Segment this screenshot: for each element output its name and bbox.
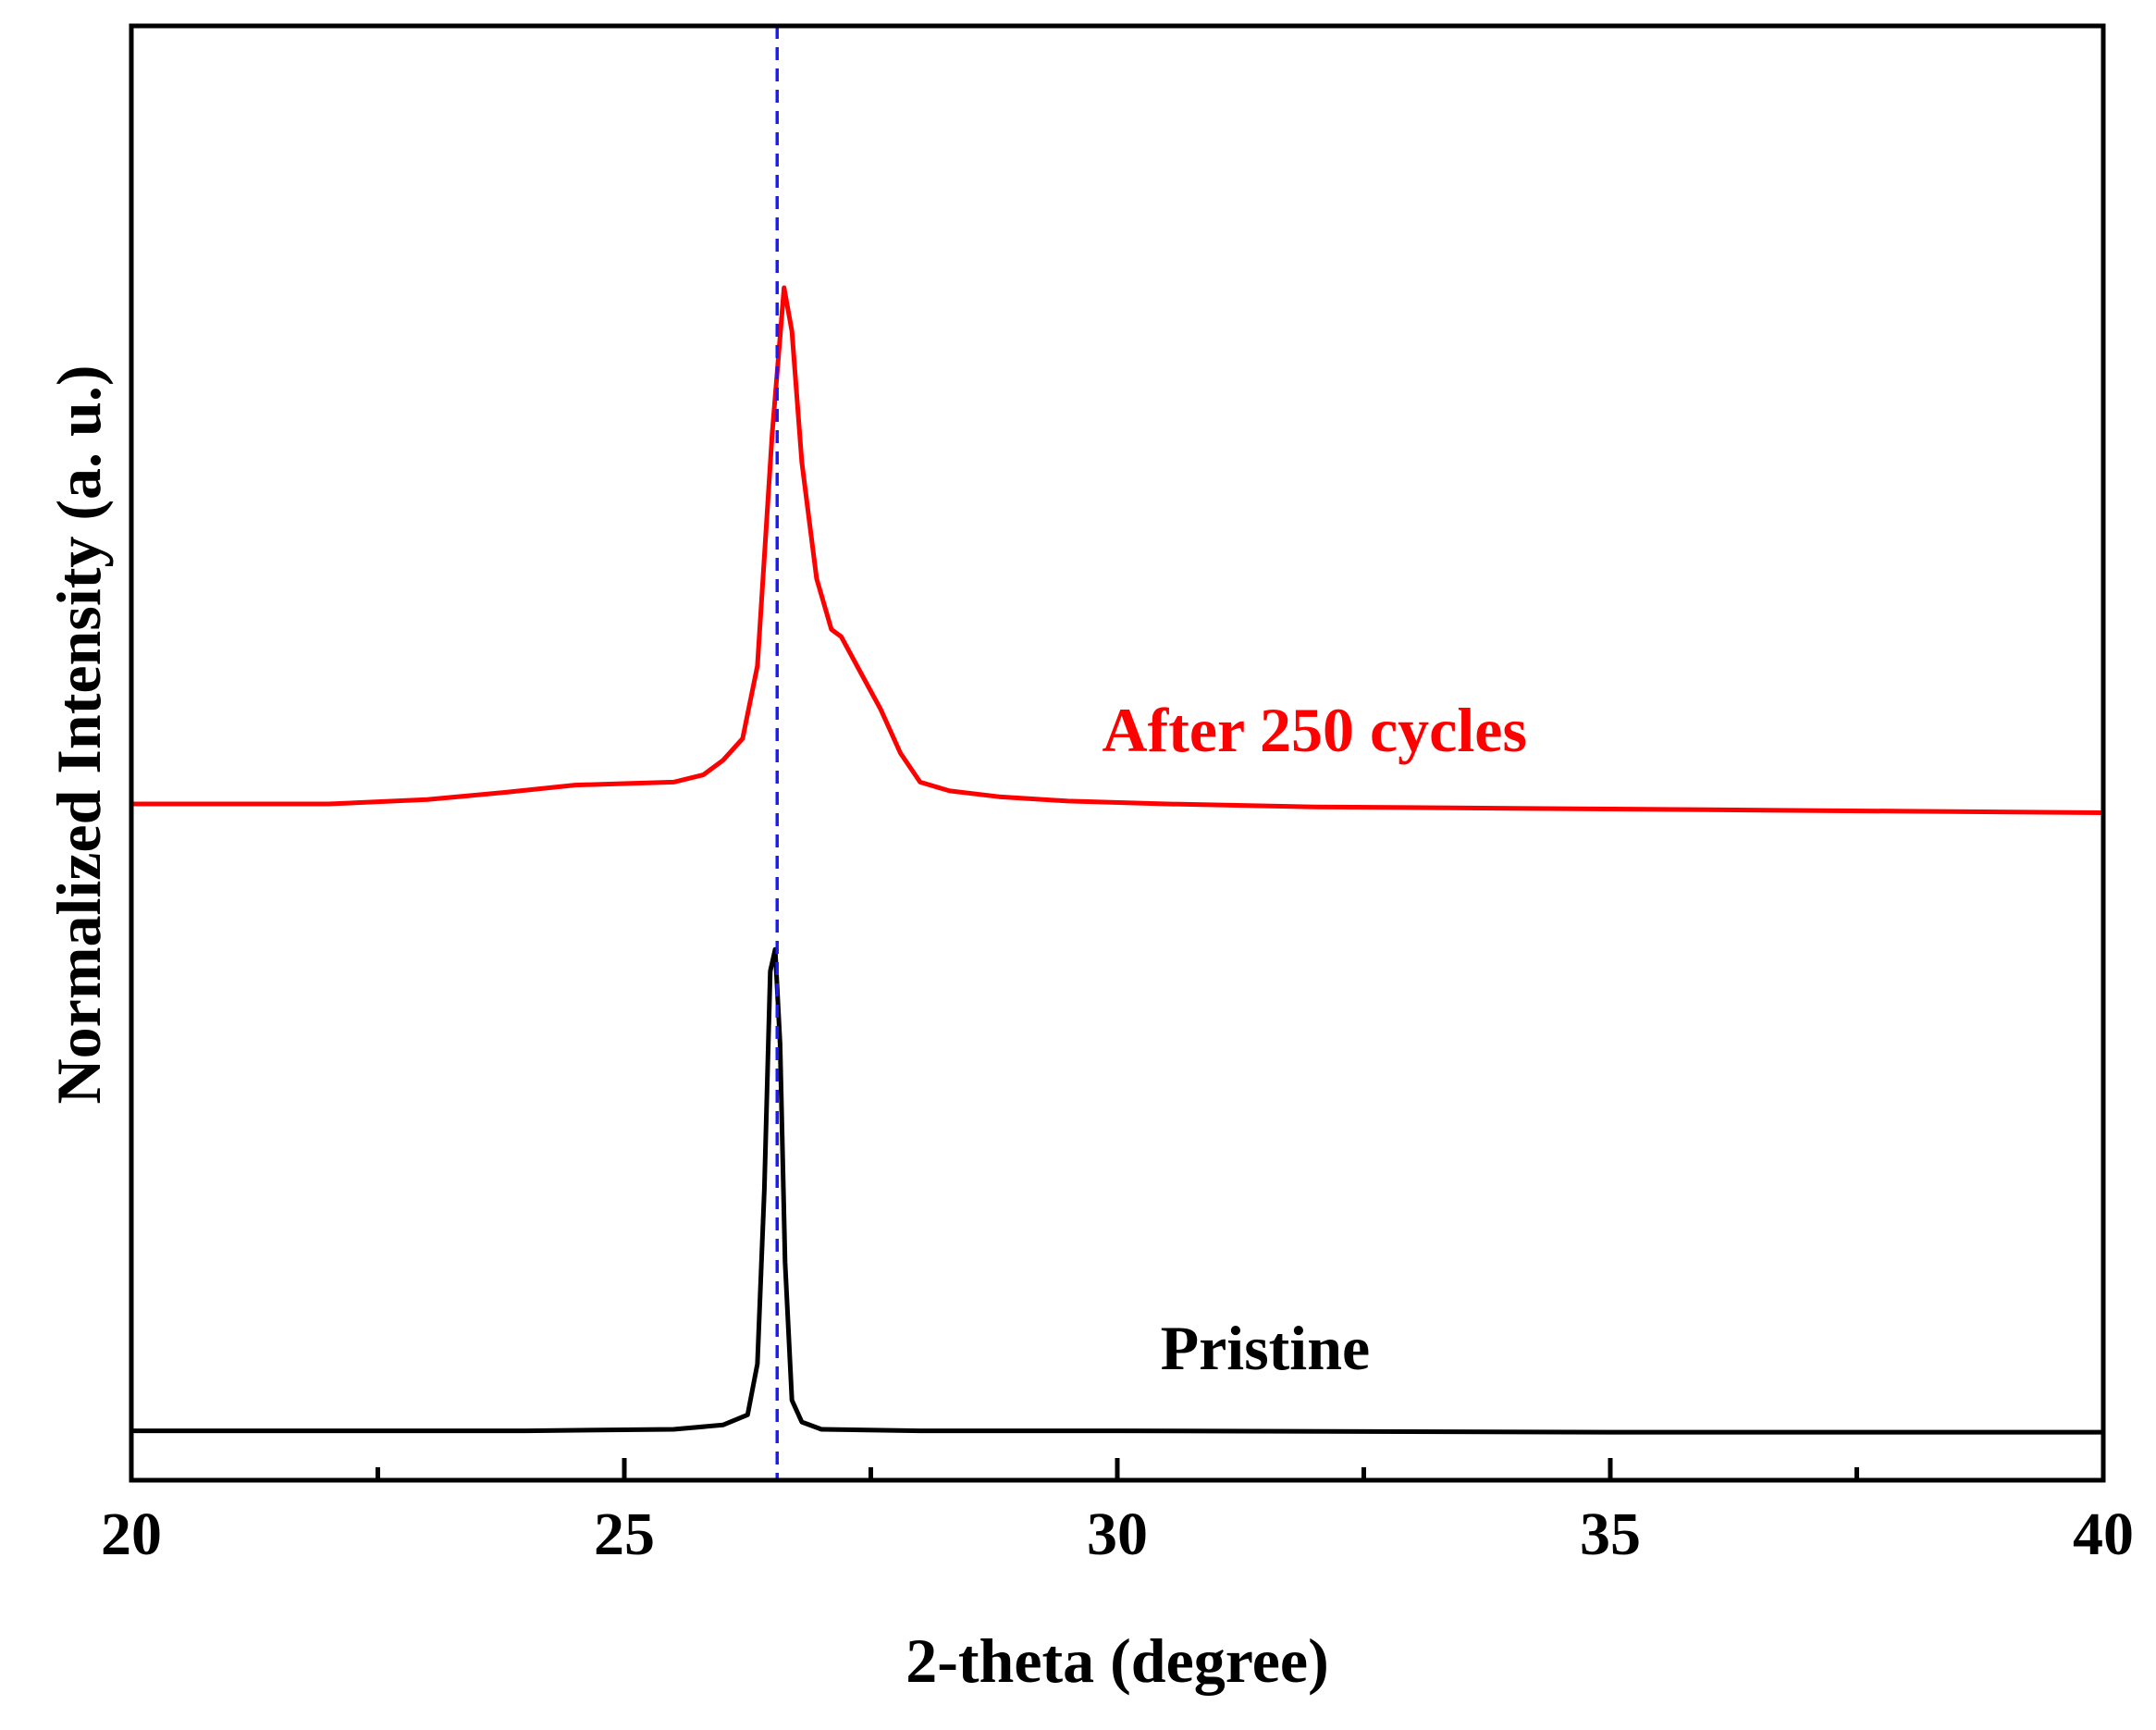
ticks-layer: [129, 1458, 2106, 1480]
series-line-pristine: [129, 946, 2106, 1435]
x-tick-label: 25: [594, 1501, 655, 1568]
x-axis-title: 2-theta (degree): [906, 1625, 1329, 1696]
plot-area: [129, 26, 2106, 1480]
x-tick-label: 30: [1087, 1501, 1148, 1568]
x-tick-label: 35: [1580, 1501, 1641, 1568]
series-label-after-250-cycles: After 250 cycles: [1102, 695, 1526, 765]
series-line-after-250-cycles: [129, 285, 2106, 815]
y-axis-title: Normalized Intensity (a. u.): [43, 365, 114, 1105]
series-label-pristine: Pristine: [1161, 1313, 1371, 1383]
series-layer: [129, 285, 2106, 1435]
x-tick-label: 20: [101, 1501, 162, 1568]
tick-label-layer: 20 25 30 35 40: [101, 1501, 2134, 1568]
x-tick-label: 40: [2073, 1501, 2134, 1568]
